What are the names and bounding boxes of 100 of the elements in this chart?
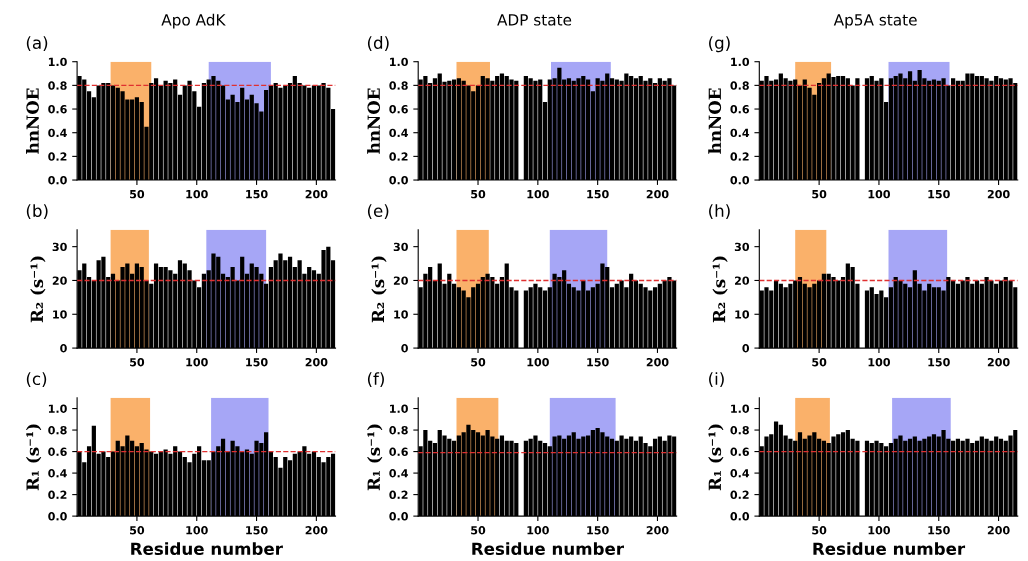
y-tick-label: 30 (393, 242, 408, 252)
x-tick-label: 150 (587, 189, 609, 199)
y-tick-label: 0.6 (730, 105, 749, 114)
y-axis-title: R₂ (s⁻¹) (712, 256, 728, 323)
text: (c) (26, 372, 47, 388)
y-tick-label: 10 (735, 310, 750, 319)
x-tick-label: 200 (646, 358, 669, 367)
text: (i) (709, 372, 724, 388)
x-tick-label: 100 (527, 526, 549, 535)
y-tick-label: 0.0 (730, 512, 750, 521)
y-tick-label: 0.4 (730, 128, 750, 138)
chart-title: Apo AdK (161, 13, 226, 29)
y-axis-title: R₂ (s⁻¹) (30, 256, 46, 323)
y-tick-label: 20 (52, 276, 67, 285)
y-tick-label: 10 (394, 310, 408, 319)
y-axis-title: hnNOE (367, 88, 381, 154)
text: (a) (26, 36, 48, 51)
y-tick-label: 20 (735, 276, 750, 285)
y-tick-label: 0.0 (389, 176, 408, 185)
y-tick-label: 0 (401, 344, 408, 353)
x-tick-label: 50 (130, 358, 145, 367)
x-tick-label: 100 (186, 358, 208, 367)
x-tick-label: 150 (587, 526, 609, 535)
text: (h) (709, 204, 730, 220)
x-tick-label: 150 (928, 526, 950, 535)
x-tick-label: 150 (246, 358, 268, 367)
chart-title: ADP state (497, 14, 572, 26)
x-axis-title: Residue number (131, 542, 283, 556)
text: (e) (367, 204, 389, 220)
x-tick-label: 50 (471, 189, 486, 199)
y-tick-label: 20 (393, 276, 408, 285)
x-tick-label: 150 (928, 358, 950, 367)
x-tick-label: 150 (928, 189, 950, 199)
y-tick-label: 0.6 (48, 447, 67, 456)
y-tick-label: 30 (52, 242, 67, 252)
y-tick-label: 30 (734, 242, 750, 252)
y-axis-title: R₁ (s⁻¹) (708, 424, 724, 491)
y-tick-label: 0.6 (730, 447, 749, 456)
x-tick-label: 100 (186, 526, 208, 535)
x-axis-title: Residue number (813, 542, 966, 556)
y-tick-label: 0.6 (48, 105, 67, 114)
y-axis-title: R₁ (s⁻¹) (26, 424, 42, 491)
x-tick-label: 200 (305, 358, 328, 367)
x-tick-label: 200 (987, 358, 1010, 367)
y-tick-label: 0.4 (389, 469, 408, 478)
x-tick-label: 200 (646, 526, 669, 535)
x-axis-title: Residue number (472, 542, 624, 556)
text: (g) (709, 36, 730, 53)
x-tick-label: 50 (130, 189, 145, 199)
y-tick-label: 0.4 (48, 128, 67, 138)
x-tick-label: 50 (471, 358, 486, 367)
chart-title: Ap5A state (833, 14, 917, 29)
y-tick-label: 0.8 (48, 81, 67, 90)
y-tick-label: 0.8 (730, 81, 749, 90)
y-tick-label: 0.2 (48, 490, 67, 499)
x-tick-label: 100 (868, 358, 891, 367)
x-tick-label: 50 (812, 189, 827, 199)
text: (b) (26, 204, 48, 220)
x-tick-label: 100 (527, 189, 549, 199)
x-tick-label: 100 (186, 189, 208, 199)
x-tick-label: 150 (246, 526, 268, 535)
y-tick-label: 0.8 (389, 81, 408, 90)
x-tick-label: 150 (246, 189, 268, 199)
y-tick-label: 0.4 (389, 128, 408, 138)
y-tick-label: 0.0 (48, 512, 67, 521)
y-tick-label: 1.0 (731, 404, 750, 413)
x-tick-label: 200 (305, 526, 328, 535)
y-tick-label: 0.6 (389, 447, 408, 456)
y-axis-title: R₁ (s⁻¹) (367, 424, 383, 491)
y-tick-label: 0.8 (389, 426, 408, 435)
y-axis-title: hnNOE (708, 88, 722, 154)
y-tick-label: 1.0 (48, 404, 67, 413)
x-tick-label: 100 (868, 189, 891, 199)
x-tick-label: 200 (646, 189, 669, 199)
y-tick-label: 0 (60, 344, 67, 353)
y-tick-label: 0.2 (389, 152, 408, 161)
y-tick-label: 0.2 (730, 490, 749, 499)
y-tick-label: 0.2 (389, 490, 408, 499)
x-tick-label: 150 (587, 358, 609, 367)
y-axis-title: R₂ (s⁻¹) (371, 256, 387, 323)
y-tick-label: 0.8 (48, 426, 67, 435)
y-tick-label: 0.6 (389, 105, 408, 114)
y-tick-label: 0.0 (730, 176, 750, 185)
y-tick-label: 0.8 (730, 426, 749, 435)
x-tick-label: 50 (471, 526, 486, 535)
y-tick-label: 1.0 (731, 57, 750, 67)
x-tick-label: 200 (987, 189, 1010, 199)
y-tick-label: 0.0 (389, 512, 408, 521)
x-tick-label: 200 (987, 526, 1010, 535)
text: (d) (367, 36, 389, 51)
x-tick-label: 50 (812, 526, 827, 535)
x-tick-label: 100 (527, 358, 549, 367)
y-tick-label: 0.0 (48, 176, 67, 185)
x-tick-label: 100 (868, 526, 891, 535)
y-tick-label: 0.4 (48, 469, 67, 478)
x-tick-label: 50 (130, 526, 145, 535)
x-tick-label: 50 (812, 358, 827, 367)
y-tick-label: 0.4 (730, 469, 750, 478)
y-tick-label: 0.2 (730, 152, 749, 161)
y-tick-label: 1.0 (390, 404, 408, 413)
